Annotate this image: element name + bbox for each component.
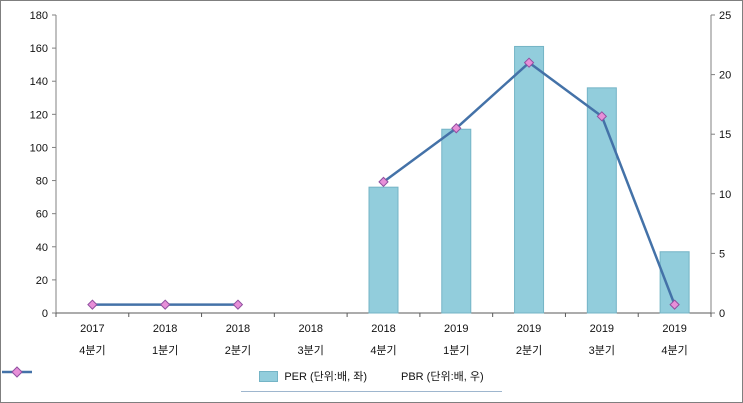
x-axis-label-year: 2018 (371, 323, 395, 335)
x-axis-label-quarter: 1분기 (443, 344, 469, 357)
left-axis-label: 20 (36, 275, 48, 287)
x-axis-label-quarter: 1분기 (152, 344, 178, 357)
left-axis-label: 120 (30, 109, 48, 121)
right-axis-label: 0 (719, 308, 725, 320)
left-axis-label: 80 (36, 176, 48, 188)
per-bar (368, 186, 399, 314)
legend-box: PER (단위:배, 좌) PBR (단위:배, 우) (2, 366, 502, 392)
chart-legend: PER (단위:배, 좌) PBR (단위:배, 우) (1, 366, 742, 392)
left-axis-label: 180 (30, 10, 48, 22)
right-axis-label: 5 (719, 248, 725, 260)
right-axis-label: 20 (719, 70, 731, 82)
pbr-marker (87, 299, 98, 310)
legend-label-per: PER (단위:배, 좌) (284, 371, 367, 383)
per-bar (514, 45, 545, 314)
x-axis-label-year: 2018 (298, 323, 322, 335)
x-axis-label-quarter: 4분기 (370, 344, 396, 357)
left-axis-label: 0 (42, 308, 48, 320)
left-axis-label: 40 (36, 242, 48, 254)
x-axis-label-quarter: 3분기 (589, 344, 615, 357)
legend-item-per: PER (단위:배, 좌) (259, 368, 367, 384)
pbr-marker (596, 111, 608, 122)
x-axis-label-quarter: 4분기 (661, 344, 687, 357)
per-bar (441, 128, 472, 314)
per-bar (586, 87, 617, 314)
pbr-line-marker-icon (2, 366, 32, 378)
x-axis-label-quarter: 4분기 (79, 344, 105, 357)
left-axis-label: 140 (30, 76, 48, 88)
right-axis-label: 15 (719, 129, 731, 141)
x-axis-label-year: 2018 (226, 323, 250, 335)
pbr-marker (451, 123, 462, 134)
x-axis-label-year: 2019 (662, 323, 686, 335)
x-axis-label-year: 2019 (444, 323, 468, 335)
x-axis-label-year: 2017 (80, 323, 104, 335)
left-axis-label: 100 (30, 142, 48, 154)
x-axis-label-quarter: 2분기 (225, 344, 251, 357)
legend-item-pbr: PBR (단위:배, 우) (2, 366, 484, 384)
x-axis-label-quarter: 3분기 (298, 344, 324, 357)
left-axis-label: 160 (30, 43, 48, 55)
left-axis-label: 60 (36, 209, 48, 221)
pbr-marker (669, 299, 680, 310)
right-axis-label: 10 (719, 189, 731, 201)
x-axis-label-year: 2019 (517, 323, 541, 335)
pbr-marker (523, 57, 535, 68)
per-swatch-icon (259, 370, 279, 382)
x-axis-label-year: 2018 (153, 323, 177, 335)
pbr-marker (378, 176, 389, 188)
x-axis-label-quarter: 2분기 (516, 344, 542, 357)
pbr-marker (159, 299, 171, 310)
pbr-marker (232, 299, 244, 310)
x-axis-label-year: 2019 (590, 323, 614, 335)
legend-label-pbr: PBR (단위:배, 우) (401, 371, 484, 383)
right-axis-label: 25 (719, 10, 731, 22)
